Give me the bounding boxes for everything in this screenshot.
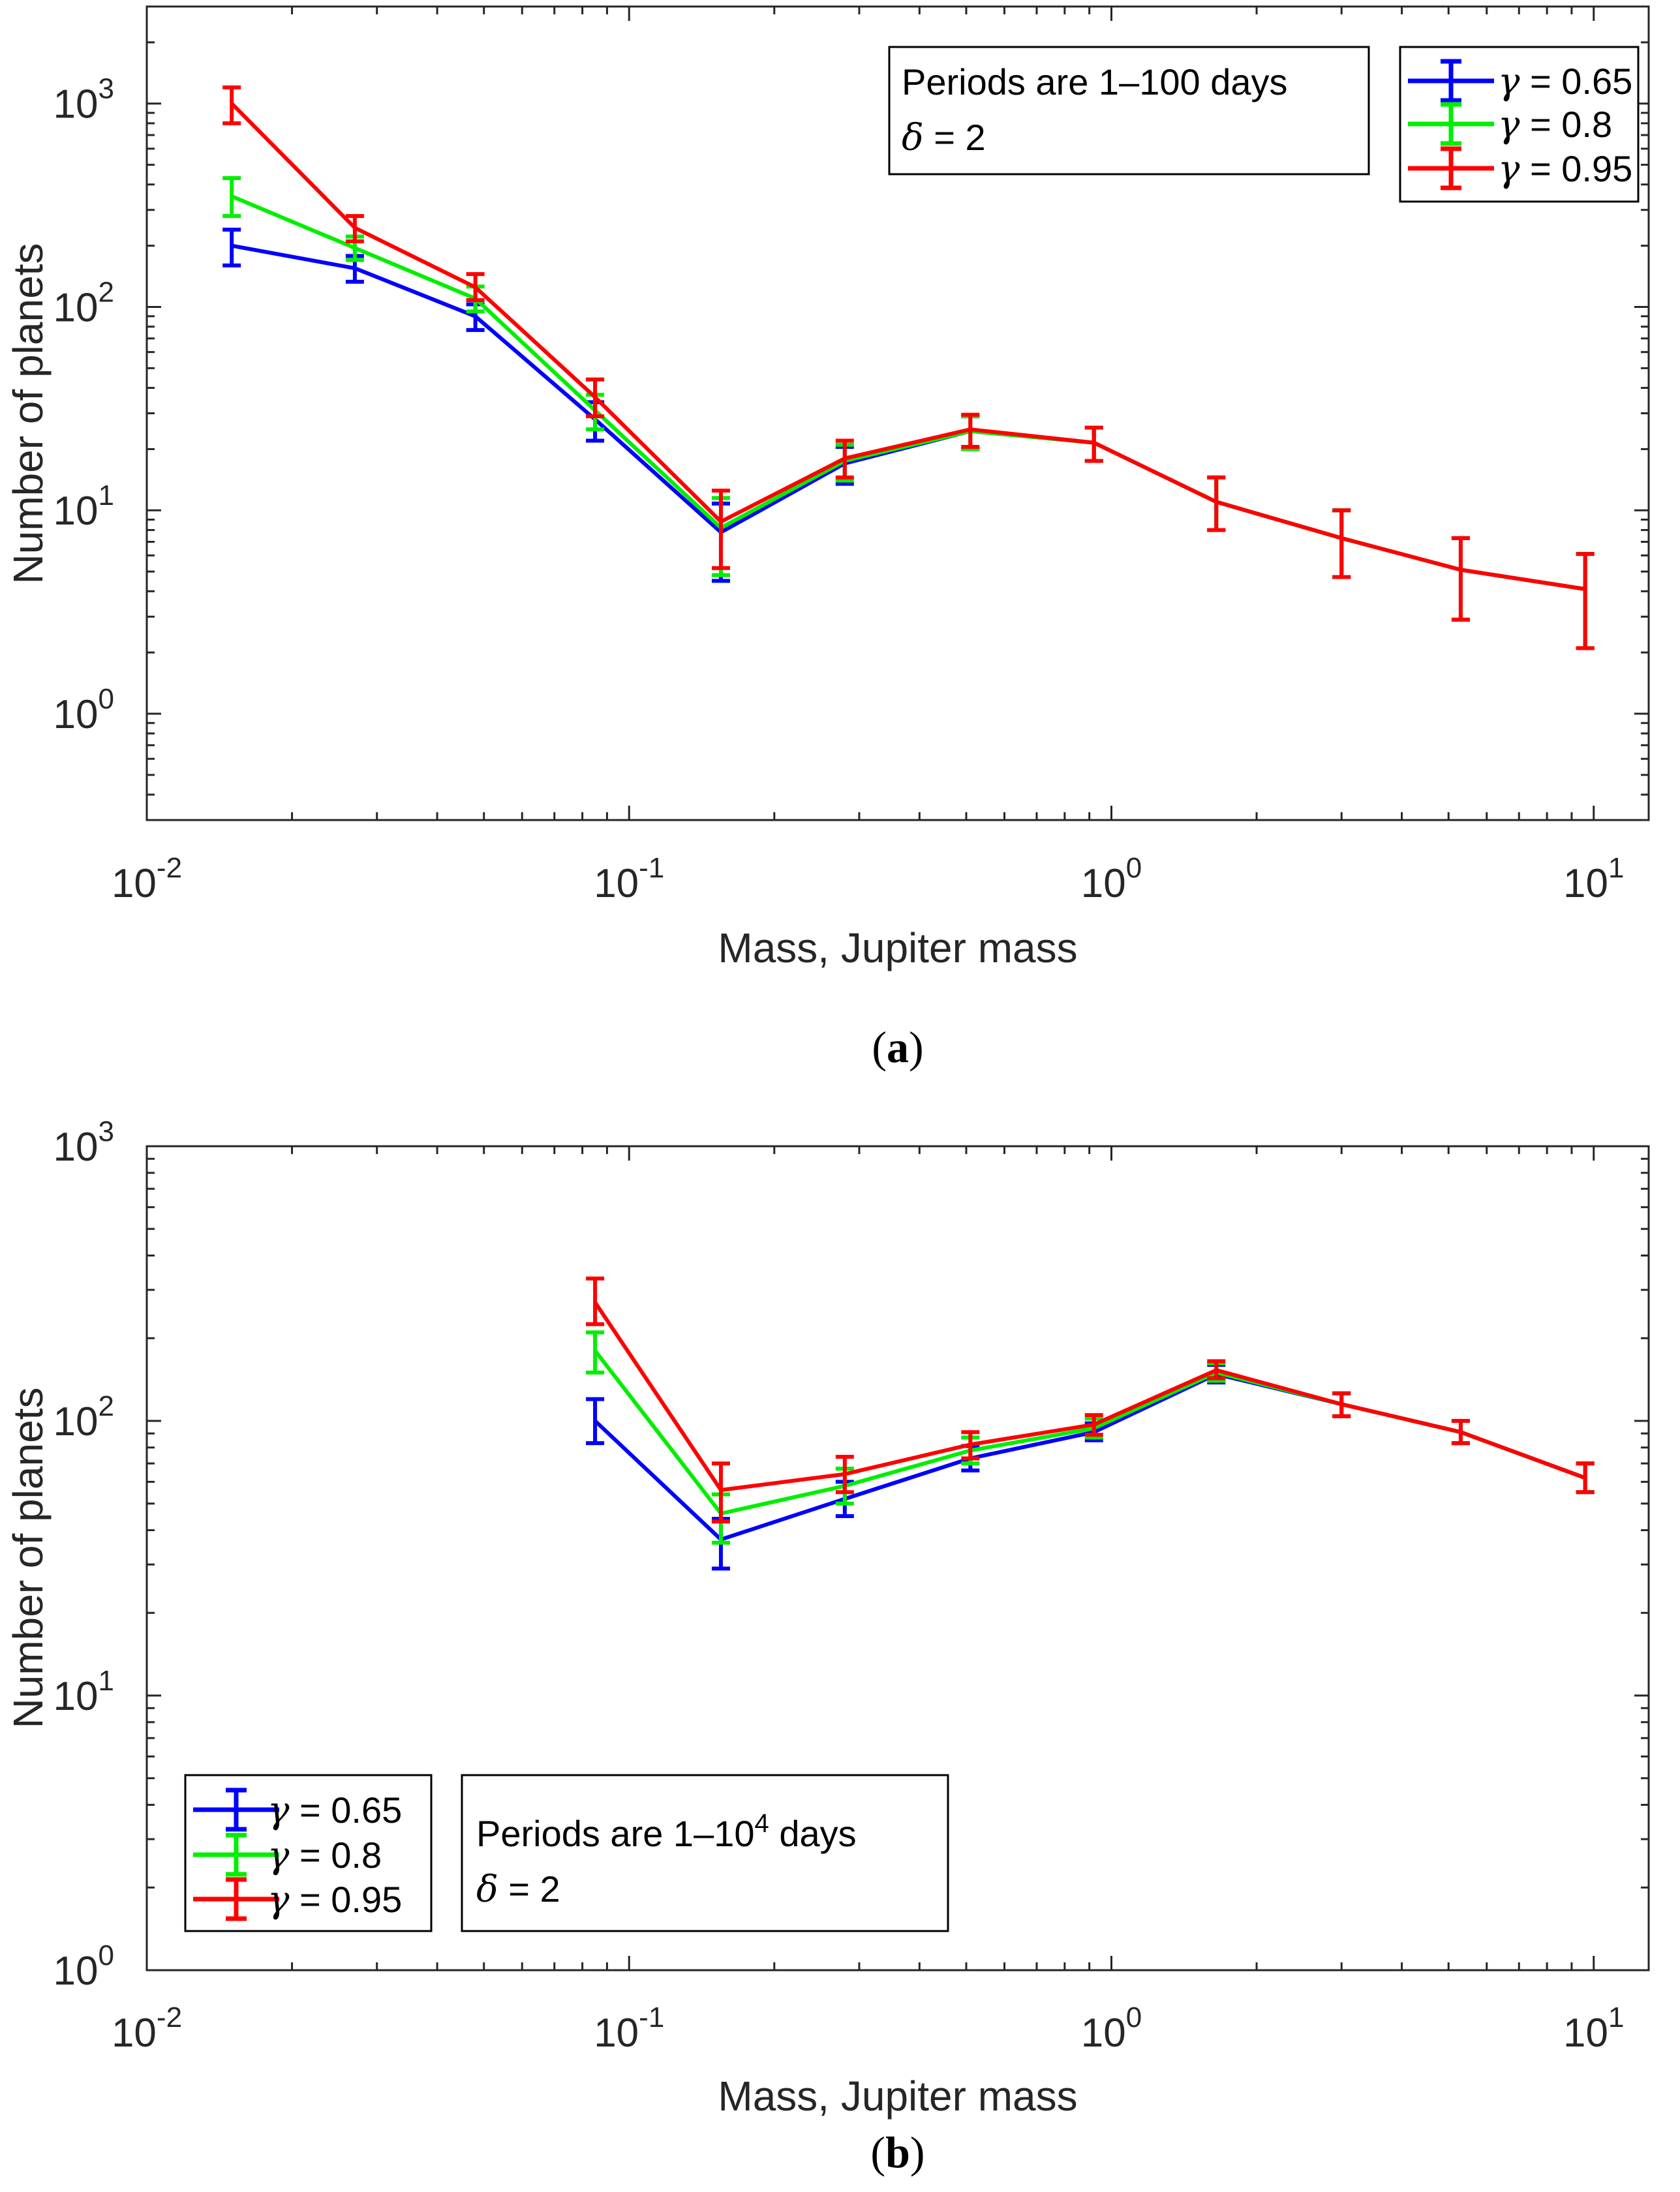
panel-a: 10-2 10-1 100 101 100 101 102 103 Mass, Jupite… (5, 5, 1650, 1072)
legend-entry-gamma-0.8: γ = 0.8 (1408, 102, 1612, 146)
panel-b-y-axis-label: Number of planets (5, 1388, 52, 1729)
error-bar (1576, 1461, 1595, 1495)
panel-b-caption: (b) (870, 2127, 924, 2177)
y-tick-label: 100 (53, 683, 114, 737)
error-bar (586, 377, 605, 419)
panel-a-annotation-line2: δ = 2 (902, 117, 986, 159)
delta-symbol: δ (902, 117, 924, 159)
error-bar (1084, 425, 1103, 463)
error-bar (466, 272, 485, 303)
series-gamma-0.95 (222, 85, 1595, 650)
legend-entry-gamma-0.8: γ = 0.8 (193, 1833, 382, 1877)
x-tick-label: 101 (1563, 2002, 1624, 2056)
error-bar (345, 214, 364, 244)
error-bar (586, 1330, 605, 1375)
panel-b-series (586, 1276, 1595, 1571)
y-tick-label: 103 (53, 73, 114, 127)
y-tick-label: 103 (53, 1116, 114, 1170)
panel-b-annotation-box (461, 1774, 949, 1932)
panel-b-legend: γ = 0.65 γ = 0.8 γ = 0.95 (184, 1774, 433, 1932)
error-bar (961, 1430, 980, 1461)
error-bar (835, 1455, 854, 1495)
x-tick-label: 101 (1563, 852, 1624, 906)
panel-a-series (222, 85, 1595, 650)
legend-entry-gamma-0.95: γ = 0.95 (193, 1877, 402, 1921)
panel-b-x-tick-labels: 10-2 10-1 100 101 (112, 2002, 1625, 2056)
series-line (230, 102, 1586, 591)
legend-label-gamma-0.95: γ = 0.95 (267, 1879, 402, 1921)
error-bar (711, 1461, 730, 1524)
error-bar (1451, 1419, 1470, 1446)
delta-value: = 2 (924, 117, 986, 158)
error-bar (586, 1276, 605, 1326)
error-bar (961, 412, 980, 449)
error-bar (222, 227, 241, 267)
error-bar (1451, 536, 1470, 622)
panel-a-x-tick-labels: 10-2 10-1 100 101 (112, 852, 1625, 906)
legend-label-gamma-0.65: γ = 0.65 (267, 1789, 402, 1832)
error-bar (1332, 508, 1351, 579)
panel-b-annotation-line2: δ = 2 (476, 1868, 560, 1911)
x-tick-label: 100 (1081, 2002, 1142, 2056)
error-bar (1332, 1391, 1351, 1418)
panel-b-annotation-line1: Periods are 1–104 days (476, 1809, 857, 1854)
panel-b-y-tick-labels: 100 101 102 103 (53, 1116, 114, 1994)
panel-a-y-tick-labels: 100 101 102 103 (53, 73, 114, 737)
x-tick-label: 10-1 (594, 2002, 664, 2056)
panel-b-x-axis-label: Mass, Jupiter mass (718, 2073, 1077, 2120)
panel-a-y-axis-label: Number of planets (5, 243, 52, 585)
error-bar (1084, 1413, 1103, 1437)
panel-a-caption: (a) (872, 1022, 923, 1072)
x-tick-label: 10-1 (594, 852, 664, 906)
panel-b-plot-frame (145, 1145, 1650, 1971)
y-tick-label: 101 (53, 1665, 114, 1719)
error-bar (711, 489, 730, 570)
error-bar (586, 1397, 605, 1446)
panel-b-annotation: Periods are 1–104 days δ = 2 (461, 1774, 949, 1932)
error-bar (222, 85, 241, 125)
error-bar (222, 176, 241, 219)
panel-a-annotation: Periods are 1–100 days δ = 2 (888, 46, 1370, 175)
panel-a-legend: γ = 0.65 γ = 0.8 γ = 0.95 (1399, 46, 1640, 203)
legend-entry-gamma-0.65: γ = 0.65 (1408, 59, 1632, 103)
panel-a-annotation-line1: Periods are 1–100 days (902, 61, 1288, 102)
y-tick-label: 100 (53, 1940, 114, 1994)
legend-entry-gamma-0.65: γ = 0.65 (193, 1788, 402, 1832)
exponent: 4 (755, 1809, 769, 1838)
legend-label-gamma-0.95: γ = 0.95 (1498, 148, 1632, 190)
error-bar (1576, 552, 1595, 650)
y-tick-label: 101 (53, 480, 114, 534)
error-bar (1207, 475, 1226, 532)
x-tick-label: 10-2 (112, 2002, 182, 2056)
delta-value: = 2 (498, 1868, 560, 1910)
series-gamma-0.95 (586, 1276, 1595, 1524)
legend-entry-gamma-0.95: γ = 0.95 (1408, 146, 1632, 190)
legend-label-gamma-0.8: γ = 0.8 (267, 1834, 382, 1877)
y-tick-label: 102 (53, 276, 114, 330)
legend-label-gamma-0.8: γ = 0.8 (1498, 104, 1612, 146)
panel-a-x-axis-label: Mass, Jupiter mass (718, 924, 1077, 971)
delta-symbol: δ (476, 1868, 498, 1911)
error-bar (835, 438, 854, 480)
panel-b: 10-2 10-1 100 101 100 101 102 103 Mass, Jupite… (5, 1116, 1650, 2177)
x-tick-label: 10-2 (112, 852, 182, 906)
y-tick-label: 102 (53, 1390, 114, 1444)
legend-label-gamma-0.65: γ = 0.65 (1498, 61, 1632, 103)
error-bar (1207, 1359, 1226, 1380)
panel-a-plot-frame (145, 5, 1650, 821)
x-tick-label: 100 (1081, 852, 1142, 906)
panel-a-annotation-box (888, 46, 1370, 175)
